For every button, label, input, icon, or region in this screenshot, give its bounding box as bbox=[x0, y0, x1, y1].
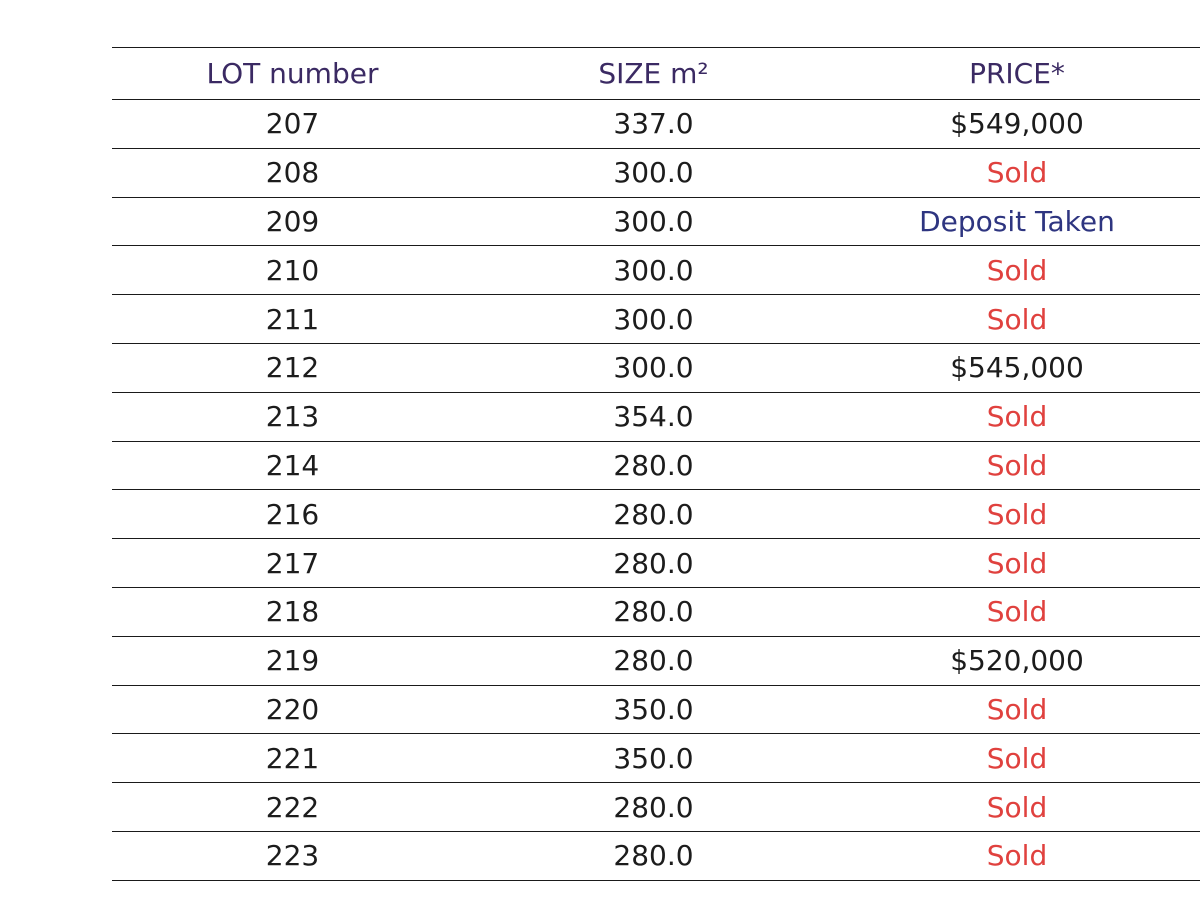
size-cell: 280.0 bbox=[473, 441, 834, 491]
size-cell: 280.0 bbox=[473, 831, 834, 881]
table-row: 217 280.0 Sold bbox=[112, 538, 1200, 588]
size-cell: 280.0 bbox=[473, 538, 834, 588]
price-cell: Sold bbox=[834, 392, 1200, 442]
lot-number-cell: 213 bbox=[112, 392, 473, 442]
size-cell: 300.0 bbox=[473, 148, 834, 198]
size-cell: 337.0 bbox=[473, 99, 834, 149]
size-cell: 350.0 bbox=[473, 685, 834, 735]
size-cell: 350.0 bbox=[473, 733, 834, 784]
price-cell: Sold bbox=[834, 441, 1200, 491]
lot-number-cell: 222 bbox=[112, 782, 473, 832]
lot-number-cell: 209 bbox=[112, 197, 473, 247]
lot-number-cell: 220 bbox=[112, 685, 473, 735]
lot-number-cell: 208 bbox=[112, 148, 473, 198]
price-cell: Sold bbox=[834, 538, 1200, 588]
table-row: 214 280.0 Sold bbox=[112, 441, 1200, 491]
lot-number-cell: 218 bbox=[112, 587, 473, 637]
table-row-cut-off bbox=[112, 880, 1200, 901]
lot-number-cell: 216 bbox=[112, 489, 473, 540]
table-row: 212 300.0 $545,000 bbox=[112, 343, 1200, 393]
table-row: 207 337.0 $549,000 bbox=[112, 99, 1200, 149]
table-header-row: LOT number SIZE m² PRICE* bbox=[112, 47, 1200, 100]
lot-number-cell: 214 bbox=[112, 441, 473, 491]
price-cell: Sold bbox=[834, 245, 1200, 296]
lot-number-cell: 212 bbox=[112, 343, 473, 393]
header-size: SIZE m² bbox=[473, 47, 834, 100]
price-cell: $520,000 bbox=[834, 636, 1200, 686]
price-cell: Sold bbox=[834, 294, 1200, 344]
price-cell: Sold bbox=[834, 733, 1200, 784]
table-row: 209 300.0 Deposit Taken bbox=[112, 197, 1200, 247]
lot-number-cell: 210 bbox=[112, 245, 473, 296]
lot-number-cell: 207 bbox=[112, 99, 473, 149]
lot-number-cell bbox=[112, 880, 473, 901]
table-row: 222 280.0 Sold bbox=[112, 782, 1200, 832]
table-row: 220 350.0 Sold bbox=[112, 685, 1200, 735]
size-cell: 300.0 bbox=[473, 294, 834, 344]
table-row: 210 300.0 Sold bbox=[112, 245, 1200, 296]
table-row: 211 300.0 Sold bbox=[112, 294, 1200, 344]
lot-number-cell: 221 bbox=[112, 733, 473, 784]
size-cell: 280.0 bbox=[473, 782, 834, 832]
table-row: 213 354.0 Sold bbox=[112, 392, 1200, 442]
size-cell: 300.0 bbox=[473, 197, 834, 247]
size-cell: 280.0 bbox=[473, 489, 834, 540]
size-cell: 280.0 bbox=[473, 587, 834, 637]
price-cell: Sold bbox=[834, 831, 1200, 881]
price-cell: Deposit Taken bbox=[834, 197, 1200, 247]
size-cell: 300.0 bbox=[473, 343, 834, 393]
price-cell: Sold bbox=[834, 489, 1200, 540]
table-row: 218 280.0 Sold bbox=[112, 587, 1200, 637]
lot-number-cell: 217 bbox=[112, 538, 473, 588]
lot-number-cell: 211 bbox=[112, 294, 473, 344]
price-cell: $545,000 bbox=[834, 343, 1200, 393]
size-cell: 300.0 bbox=[473, 245, 834, 296]
table-body: 207 337.0 $549,000 208 300.0 Sold 209 30… bbox=[112, 99, 1200, 901]
price-cell: Sold bbox=[834, 685, 1200, 735]
table-row: 208 300.0 Sold bbox=[112, 148, 1200, 198]
size-cell: 354.0 bbox=[473, 392, 834, 442]
lot-number-cell: 219 bbox=[112, 636, 473, 686]
price-cell: Sold bbox=[834, 782, 1200, 832]
header-lot-number: LOT number bbox=[112, 47, 473, 100]
lot-number-cell: 223 bbox=[112, 831, 473, 881]
price-cell: Sold bbox=[834, 587, 1200, 637]
price-cell: $549,000 bbox=[834, 99, 1200, 149]
table-row: 221 350.0 Sold bbox=[112, 733, 1200, 784]
table-row: 223 280.0 Sold bbox=[112, 831, 1200, 881]
table-row: 216 280.0 Sold bbox=[112, 489, 1200, 540]
size-cell: 280.0 bbox=[473, 636, 834, 686]
price-cell bbox=[834, 880, 1200, 901]
table-row: 219 280.0 $520,000 bbox=[112, 636, 1200, 686]
header-price: PRICE* bbox=[834, 47, 1200, 100]
lot-price-table: LOT number SIZE m² PRICE* 207 337.0 $549… bbox=[112, 47, 1200, 901]
price-cell: Sold bbox=[834, 148, 1200, 198]
size-cell bbox=[473, 880, 834, 901]
